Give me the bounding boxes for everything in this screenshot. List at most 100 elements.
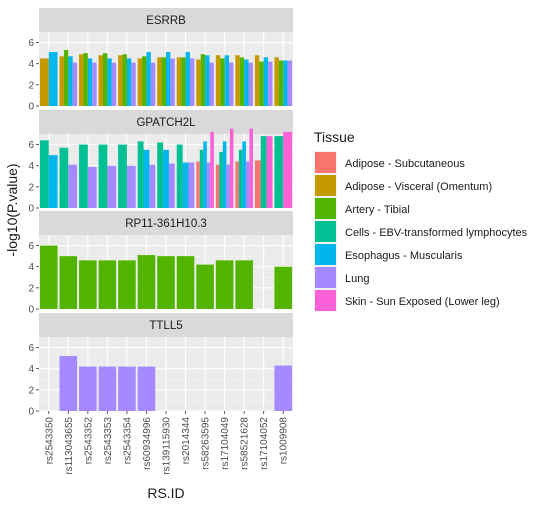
bar-esrrb-rs17104049 [220, 58, 225, 106]
x-tick-label: rs2543350 [44, 417, 55, 465]
bar-esrrb-rs2014344 [185, 52, 190, 106]
y-tick-label: 4 [28, 364, 34, 375]
bar-rp11-361h10.3-rs60934996 [137, 255, 156, 309]
bar-ttll5-rs2543353 [98, 366, 117, 411]
bar-esrrb-rs58263595 [200, 54, 206, 106]
x-tick-label: rs17104049 [220, 417, 231, 470]
bar-rp11-361h10.3-rs2543352 [79, 260, 97, 309]
bar-gpatch2l-rs17104052 [254, 160, 261, 208]
x-tick-label: rs1009908 [279, 417, 290, 465]
bar-gpatch2l-rs58263595 [210, 131, 214, 208]
y-tick-label: 6 [28, 140, 34, 151]
bar-esrrb-rs58521628 [235, 55, 240, 106]
bar-gpatch2l-rs113043655 [59, 147, 69, 208]
bar-gpatch2l-rs58263595 [199, 149, 204, 208]
x-tick-label: rs17104052 [259, 417, 270, 470]
legend-label: Artery - Tibial [345, 204, 410, 216]
y-tick-label: 2 [28, 385, 34, 396]
legend-title: Tissue [314, 129, 355, 145]
y-tick-label: 6 [28, 38, 34, 49]
facet-panel-esrrb: ESRRB 0 2 4 6 [28, 8, 293, 113]
legend-swatch [315, 198, 336, 219]
x-axis-label: RS.ID [147, 485, 184, 501]
bar-ttll5-rs113043655 [59, 356, 78, 411]
bar-esrrb-rs139115930 [170, 58, 175, 106]
bar-rp11-361h10.3-rs58263595 [196, 264, 214, 309]
bar-esrrb-rs2543352 [83, 53, 88, 106]
bar-gpatch2l-rs60934996 [143, 149, 150, 208]
legend-swatch [315, 290, 336, 311]
bar-gpatch2l-rs1009908 [283, 131, 293, 208]
legend-swatch [315, 152, 336, 173]
bar-esrrb-rs60934996 [150, 62, 156, 106]
bar-esrrb-rs2543353 [102, 53, 108, 106]
bar-gpatch2l-rs2543353 [107, 165, 117, 208]
bar-esrrb-rs1009908 [287, 60, 293, 106]
bar-rp11-361h10.3-rs58521628 [235, 260, 253, 309]
bar-esrrb-rs113043655 [68, 56, 73, 106]
bar-ttll5-rs2543354 [118, 366, 136, 411]
bar-esrrb-rs58263595 [209, 62, 214, 106]
bar-esrrb-rs58521628 [248, 62, 253, 106]
x-tick-label: rs2014344 [181, 417, 192, 465]
facet-strip [39, 313, 293, 337]
x-tick-label: rs139115930 [162, 417, 173, 475]
bar-gpatch2l-rs58521628 [242, 141, 246, 208]
legend-label: Cells - EBV-transformed lymphocytes [345, 227, 528, 239]
bar-esrrb-rs113043655 [72, 62, 78, 106]
bar-gpatch2l-rs58521628 [245, 161, 250, 208]
bar-gpatch2l-rs58521628 [249, 128, 253, 208]
bar-esrrb-rs139115930 [161, 57, 166, 106]
bar-rp11-361h10.3-rs17104049 [215, 260, 234, 309]
bar-gpatch2l-rs2543354 [126, 165, 136, 208]
bar-ttll5-rs60934996 [137, 366, 156, 411]
bar-esrrb-rs113043655 [63, 49, 69, 106]
bar-gpatch2l-rs58263595 [206, 162, 211, 208]
legend-label: Esophagus - Muscularis [345, 250, 463, 262]
y-tick-label: 0 [28, 407, 34, 418]
bar-esrrb-rs139115930 [157, 57, 162, 106]
legend-swatch [315, 175, 336, 196]
legend-label: Lung [345, 273, 369, 285]
bar-esrrb-rs139115930 [166, 52, 171, 106]
bar-gpatch2l-rs2014344 [188, 162, 195, 208]
bar-gpatch2l-rs60934996 [149, 164, 156, 208]
y-tick-label: 4 [28, 59, 34, 70]
facet-panel-gpatch2l: GPATCH2L 0 2 4 6 [28, 110, 293, 215]
bar-gpatch2l-rs17104049 [219, 151, 223, 208]
bar-esrrb-rs2543353 [111, 62, 117, 106]
bar-esrrb-rs60934996 [137, 58, 143, 106]
y-tick-label: 0 [28, 305, 34, 316]
bar-esrrb-rs1009908 [283, 60, 288, 106]
facet-strip [39, 211, 293, 235]
bar-esrrb-rs58521628 [244, 59, 249, 106]
bar-gpatch2l-rs113043655 [68, 164, 78, 208]
bar-esrrb-rs17104052 [259, 61, 264, 106]
y-tick-label: 6 [28, 343, 34, 354]
bar-rp11-361h10.3-rs2543353 [98, 260, 117, 309]
bar-gpatch2l-rs58263595 [203, 141, 207, 208]
y-tick-label: 4 [28, 161, 34, 172]
bar-gpatch2l-rs2543350 [48, 155, 58, 208]
bar-esrrb-rs2543350 [48, 52, 58, 106]
bar-esrrb-rs58521628 [239, 57, 245, 106]
legend-label: Adipose - Visceral (Omentum) [345, 181, 492, 193]
y-tick-label: 0 [28, 204, 34, 215]
bar-esrrb-rs2543353 [98, 55, 103, 106]
bar-rp11-361h10.3-rs2543354 [118, 260, 136, 309]
bar-rp11-361h10.3-rs139115930 [157, 256, 175, 309]
bar-esrrb-rs2543354 [122, 54, 127, 106]
bar-esrrb-rs60934996 [146, 52, 151, 106]
bar-esrrb-rs2543352 [79, 54, 84, 106]
facet-strip-label: RP11-361H10.3 [125, 218, 207, 230]
bar-gpatch2l-rs2543350 [39, 140, 49, 208]
x-tick-label: rs58521628 [240, 417, 251, 470]
bar-esrrb-rs2014344 [181, 57, 186, 106]
bar-esrrb-rs17104049 [215, 55, 221, 106]
bar-gpatch2l-rs2543353 [98, 144, 108, 208]
bar-esrrb-rs17104052 [263, 57, 269, 106]
bar-ttll5-rs2543352 [79, 366, 97, 411]
bar-ttll5-rs1009908 [274, 365, 293, 411]
bar-esrrb-rs113043655 [59, 56, 64, 106]
